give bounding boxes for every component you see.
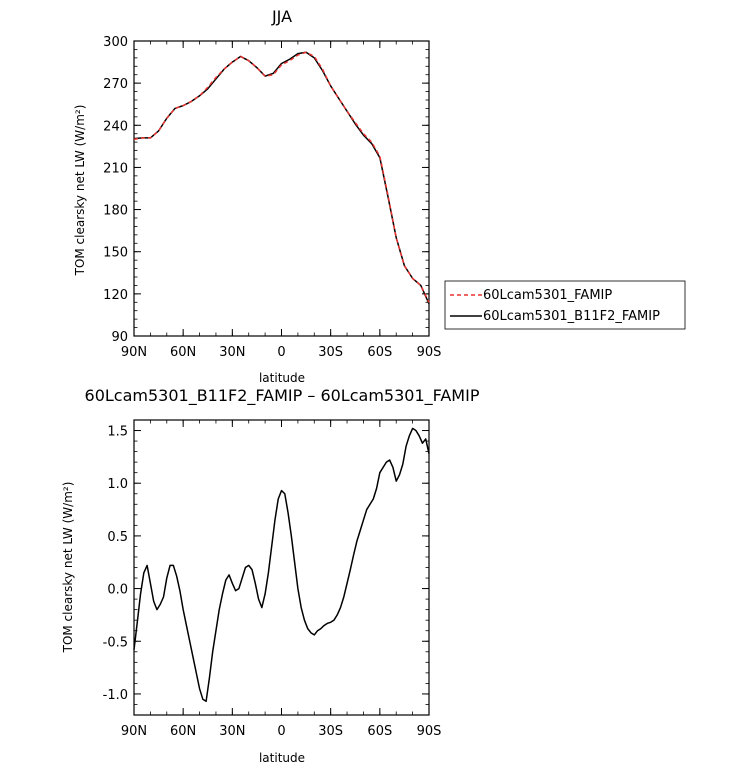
bottom-x-tick-label: 0 xyxy=(277,724,285,739)
top-x-tick-label: 0 xyxy=(277,345,285,360)
top-series-line-1 xyxy=(133,51,430,303)
top-y-tick-label: 90 xyxy=(111,330,128,345)
top-x-tick-label: 30N xyxy=(219,345,245,360)
top-y-axis-label: TOM clearsky net LW (W/m²) xyxy=(73,105,87,277)
top-plot-frame xyxy=(133,40,430,337)
bottom-y-tick-label: 0.5 xyxy=(107,530,128,545)
bottom-y-tick-label: -1.0 xyxy=(103,688,128,703)
top-x-tick-label: 30S xyxy=(318,345,343,360)
bottom-panel: 60Lcam5301_B11F2_FAMIP – 60Lcam5301_FAMI… xyxy=(61,386,480,765)
bottom-x-tick-label: 90N xyxy=(121,724,147,739)
top-y-tick-label: 150 xyxy=(103,246,128,261)
bottom-x-tick-label: 90S xyxy=(417,724,442,739)
top-x-axis-label: latitude xyxy=(259,371,305,385)
top-y-tick-label: 300 xyxy=(103,35,128,50)
top-y-tick-label: 120 xyxy=(103,288,128,303)
bottom-y-tick-label: 1.0 xyxy=(107,477,128,492)
top-x-tick-label: 90S xyxy=(417,345,442,360)
top-y-tick-label: 210 xyxy=(103,161,128,176)
legend: 60Lcam5301_FAMIP 60Lcam5301_B11F2_FAMIP xyxy=(444,280,686,330)
bottom-x-tick-label: 60S xyxy=(367,724,392,739)
legend-label-famip: 60Lcam5301_FAMIP xyxy=(483,288,612,303)
bottom-y-axis-label: TOM clearsky net LW (W/m²) xyxy=(61,482,75,654)
bottom-chart-title: 60Lcam5301_B11F2_FAMIP – 60Lcam5301_FAMI… xyxy=(85,386,480,406)
legend-label-b11f2: 60Lcam5301_B11F2_FAMIP xyxy=(483,309,660,324)
bottom-series-group xyxy=(133,427,430,703)
top-x-tick-label: 90N xyxy=(121,345,147,360)
bottom-x-tick-label: 30N xyxy=(219,724,245,739)
top-y-tick-label: 270 xyxy=(103,77,128,92)
top-x-tick-label: 60S xyxy=(367,345,392,360)
bottom-series-line-0 xyxy=(133,427,430,703)
bottom-x-tick-label: 30S xyxy=(318,724,343,739)
bottom-x-tick-label: 60N xyxy=(170,724,196,739)
top-chart-title: JJA xyxy=(271,7,292,26)
top-x-tick-label: 60N xyxy=(170,345,196,360)
bottom-y-tick-label: 0.0 xyxy=(107,583,128,598)
top-x-axis: 90N 60N 30N 0 30S 60S 90S xyxy=(121,41,442,360)
top-y-tick-label: 180 xyxy=(103,204,128,219)
top-panel: JJA 90 120 150 180 210 240 270 300 90N 60N 30N 0 30… xyxy=(73,7,686,385)
bottom-x-axis-label: latitude xyxy=(259,751,305,765)
bottom-y-axis: -1.0 -0.5 0.0 0.5 1.0 1.5 xyxy=(103,419,429,716)
top-series-group xyxy=(133,51,430,304)
bottom-x-axis: 90N 60N 30N 0 30S 60S 90S xyxy=(121,420,442,739)
bottom-y-tick-label: 1.5 xyxy=(107,425,128,440)
bottom-y-tick-label: -0.5 xyxy=(103,635,128,650)
top-y-tick-label: 240 xyxy=(103,119,128,134)
top-y-axis: 90 120 150 180 210 240 270 300 xyxy=(103,35,429,345)
legend-box xyxy=(444,280,686,330)
